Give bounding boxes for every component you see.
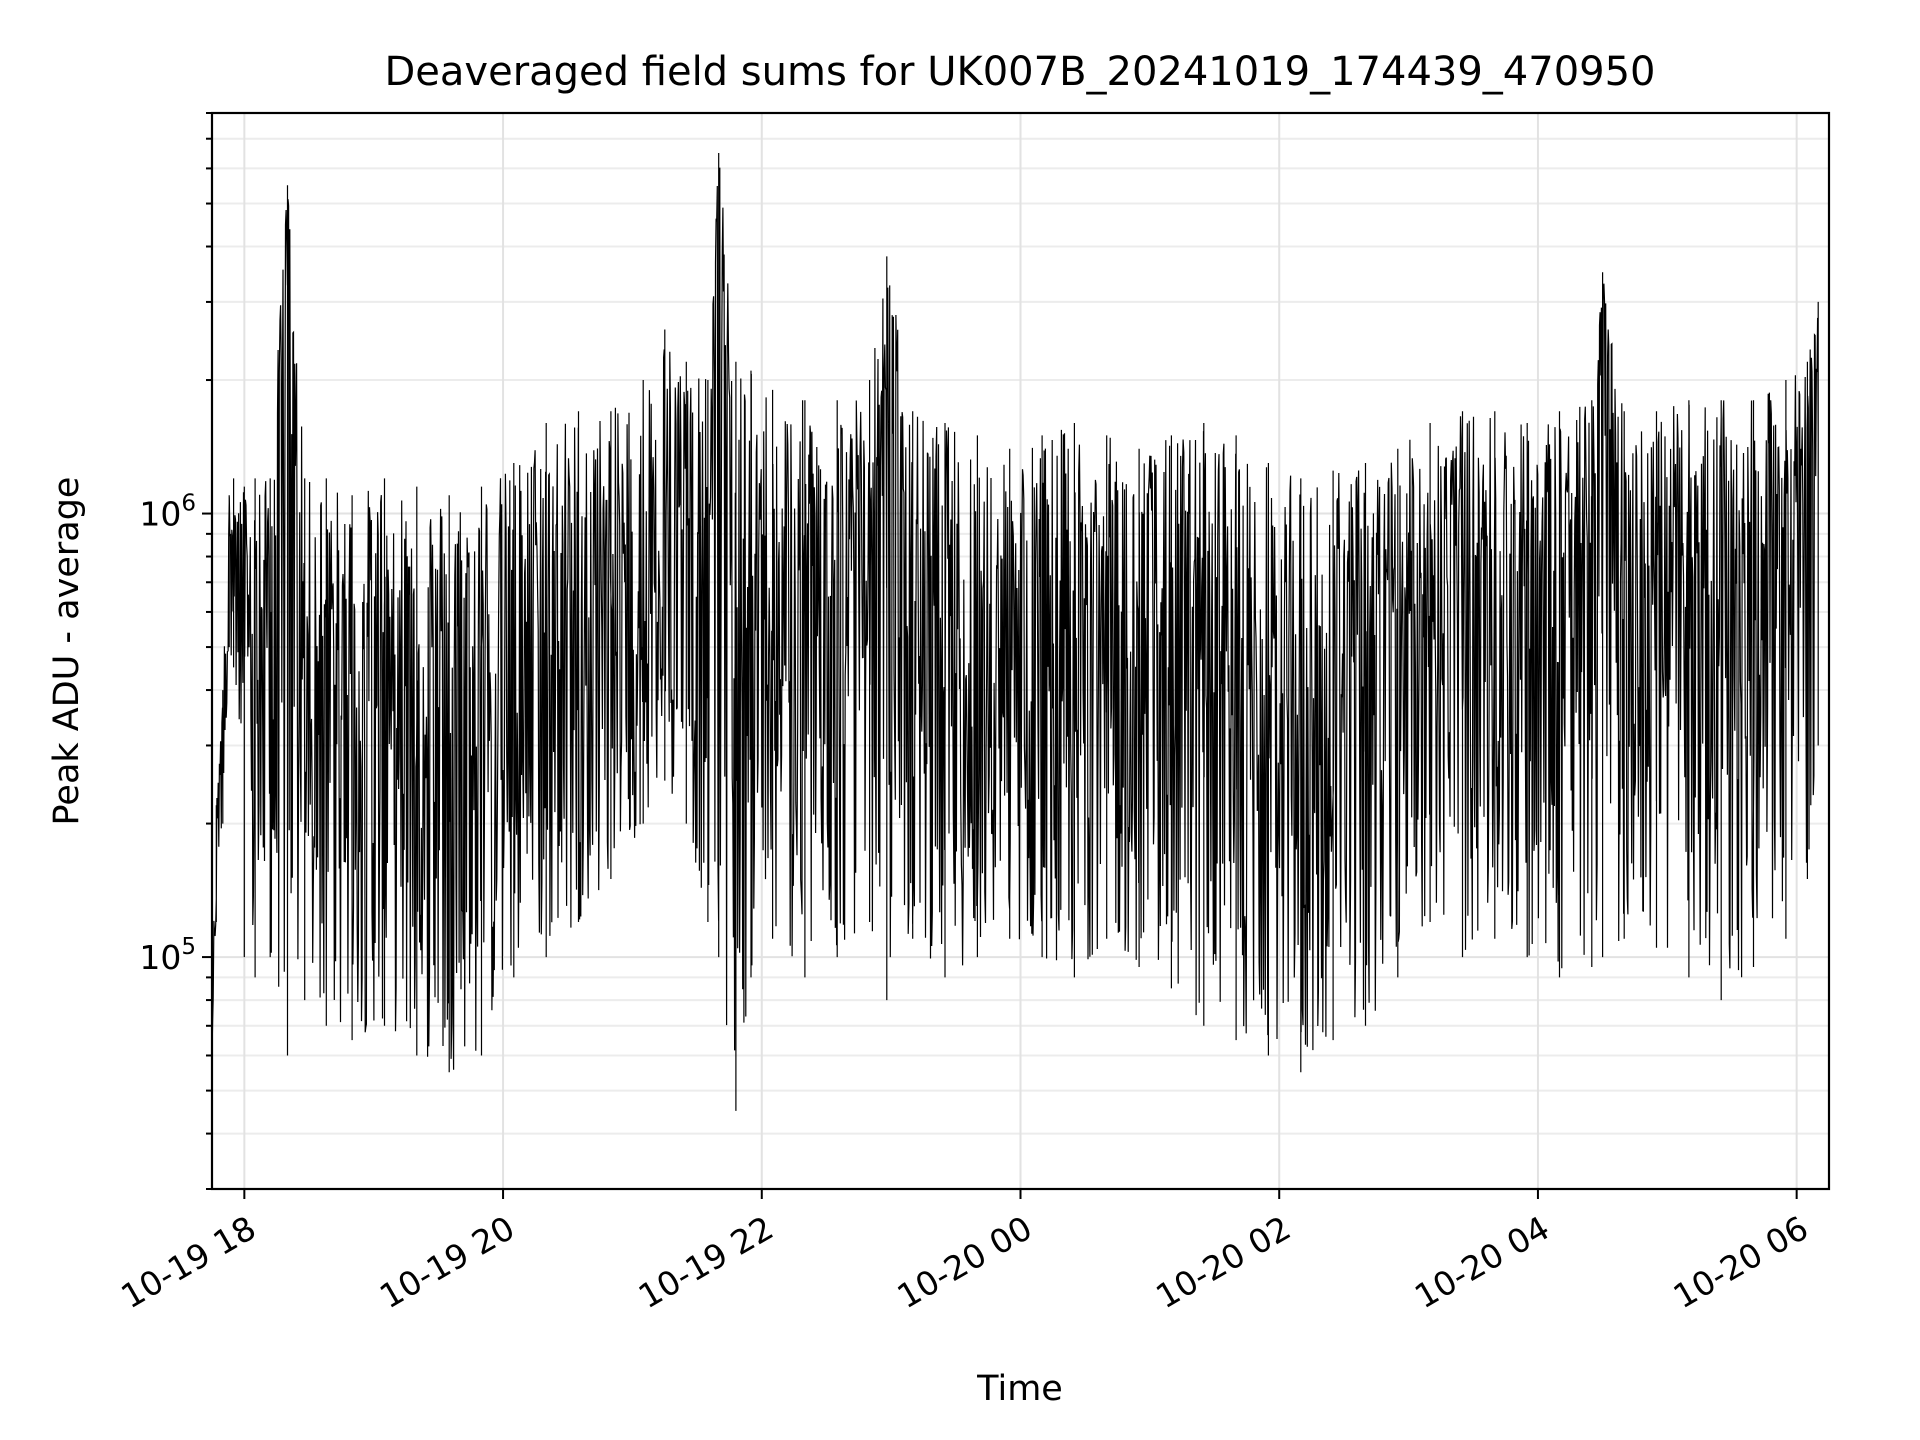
x-tick-label: 10-20 06	[1667, 1208, 1815, 1316]
x-tick-label: 10-19 18	[114, 1208, 262, 1316]
y-tick-label: 105	[139, 934, 196, 977]
y-tick-label: 106	[139, 491, 196, 534]
x-tick-label: 10-20 02	[1149, 1208, 1297, 1316]
x-tick-label: 10-20 00	[891, 1208, 1039, 1316]
x-tick-label: 10-20 04	[1408, 1208, 1556, 1316]
y-axis-label: Peak ADU - average	[47, 477, 87, 826]
x-tick-label: 10-19 22	[632, 1208, 780, 1316]
series-layer	[211, 153, 1819, 1111]
chart-title: Deaveraged field sums for UK007B_2024101…	[385, 49, 1656, 95]
x-tick-label: 10-19 20	[373, 1208, 521, 1316]
y-axis-ticks: 105 106	[139, 112, 212, 1190]
data-series-line	[211, 153, 1819, 1111]
x-axis-ticks: 10-19 18 10-19 20 10-19 22 10-20 00 10-20 02…	[114, 1189, 1815, 1316]
x-axis-label: Time	[976, 1369, 1063, 1409]
